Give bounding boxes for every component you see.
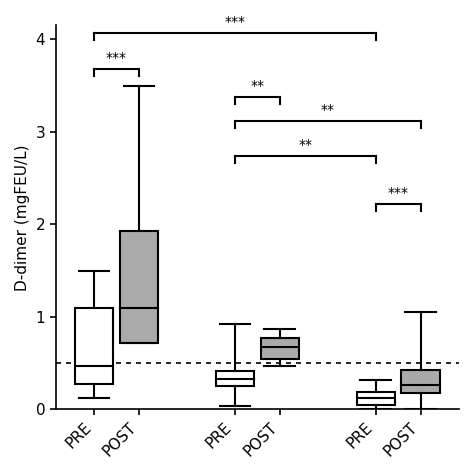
Text: **: ** xyxy=(298,138,312,152)
Text: ***: *** xyxy=(106,51,127,65)
FancyBboxPatch shape xyxy=(75,308,113,383)
FancyBboxPatch shape xyxy=(120,231,158,343)
Text: ***: *** xyxy=(225,15,246,29)
FancyBboxPatch shape xyxy=(356,392,395,405)
Text: **: ** xyxy=(321,103,335,117)
Y-axis label: D-dimer (mgFEU/L): D-dimer (mgFEU/L) xyxy=(15,144,30,291)
FancyBboxPatch shape xyxy=(216,372,254,386)
Text: **: ** xyxy=(250,79,264,93)
FancyBboxPatch shape xyxy=(401,370,440,393)
Text: ***: *** xyxy=(388,186,409,201)
FancyBboxPatch shape xyxy=(261,338,299,358)
